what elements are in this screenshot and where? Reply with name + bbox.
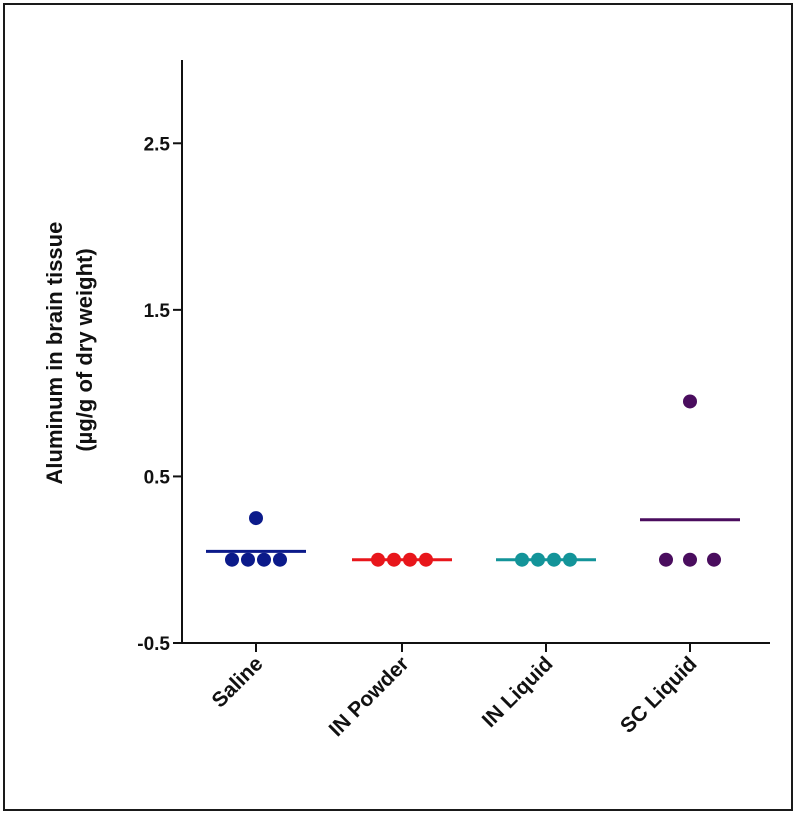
x-tick-labels: Saline IN Powder IN Liquid SC Liquid xyxy=(208,652,702,741)
series-0 xyxy=(206,511,306,567)
y-tick-label: -0.5 xyxy=(137,634,170,655)
axes xyxy=(181,60,770,644)
x-tick-label: IN Liquid xyxy=(478,652,558,732)
series-3 xyxy=(640,394,740,567)
y-axis-title: Aluminum in brain tissue (µg/g of dry we… xyxy=(42,216,97,485)
data-point xyxy=(225,552,239,567)
data-point xyxy=(547,552,561,567)
y-ticks: -0.5 0.5 1.5 2.5 xyxy=(137,134,691,655)
data-point xyxy=(273,552,287,567)
x-tick-label: SC Liquid xyxy=(616,652,702,738)
series-2 xyxy=(496,552,596,567)
data-point xyxy=(531,552,545,567)
data-point xyxy=(683,394,697,409)
figure-frame xyxy=(3,3,793,811)
data-point xyxy=(707,552,721,567)
x-tick-label: Saline xyxy=(208,652,268,712)
data-point xyxy=(419,552,433,567)
y-tick-label: 0.5 xyxy=(144,467,171,488)
data-point xyxy=(563,552,577,567)
data-point xyxy=(403,552,417,567)
data-point xyxy=(241,552,255,567)
data-point xyxy=(515,552,529,567)
data-point xyxy=(371,552,385,567)
x-tick-label: IN Powder xyxy=(325,652,414,741)
data-point xyxy=(683,552,697,567)
data-marks xyxy=(206,394,740,567)
y-axis-title-line2: (µg/g of dry weight) xyxy=(72,248,97,451)
data-point xyxy=(249,511,263,526)
series-1 xyxy=(352,552,452,567)
y-tick-label: 2.5 xyxy=(144,134,171,155)
data-point xyxy=(387,552,401,567)
y-tick-label: 1.5 xyxy=(144,301,171,322)
y-axis-title-line1: Aluminum in brain tissue xyxy=(42,222,67,485)
data-point xyxy=(659,552,673,567)
data-point xyxy=(257,552,271,567)
